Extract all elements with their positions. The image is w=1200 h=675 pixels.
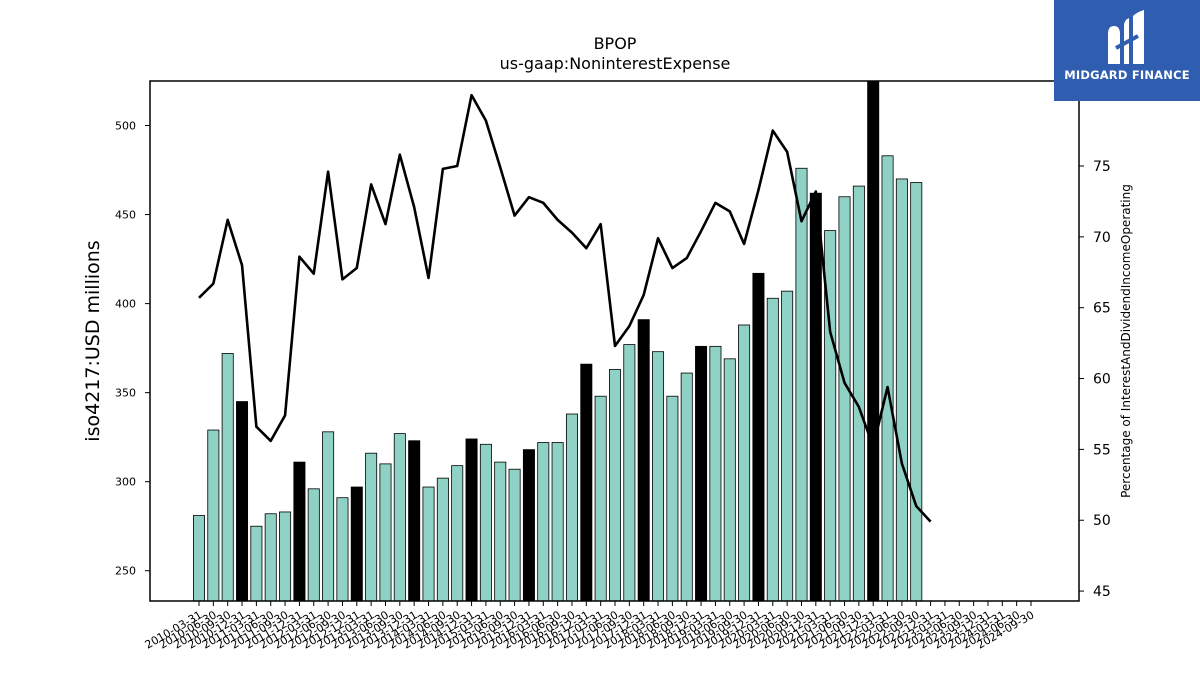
bar-2010-12-31 xyxy=(236,401,249,602)
bar-2012-09-30 xyxy=(336,497,349,602)
bar-2011-09-30 xyxy=(279,511,292,602)
bar-2011-06-30 xyxy=(264,513,277,602)
bar-2012-03-31 xyxy=(307,488,320,602)
bar-2020-09-30 xyxy=(795,167,808,602)
y2-axis-label: Percentage of InterestAndDividendIncomeO… xyxy=(1119,184,1133,498)
y2-tick-label-70: 70 xyxy=(1093,230,1111,246)
y-tick-label-400: 400 xyxy=(115,298,136,311)
y-axis-label: iso4217:USD millions xyxy=(82,240,104,441)
bar-2015-03-31 xyxy=(479,443,492,602)
bar-2017-09-30 xyxy=(623,344,636,602)
bar-2020-06-30 xyxy=(781,290,794,602)
bar-2014-12-31 xyxy=(465,438,478,602)
bar-2014-06-30 xyxy=(436,477,449,602)
bar-2018-12-31 xyxy=(695,345,708,602)
y-tick-label-500: 500 xyxy=(115,120,136,133)
bar-2012-06-30 xyxy=(322,431,335,602)
bar-2011-12-31 xyxy=(293,461,306,602)
y2-tick-label-55: 55 xyxy=(1093,442,1111,458)
chart-subtitle: us-gaap:NoninterestExpense xyxy=(500,54,731,73)
bar-2017-12-31 xyxy=(637,319,650,602)
bar-2021-12-31 xyxy=(867,80,880,602)
y2-tick-label-60: 60 xyxy=(1093,372,1111,388)
bar-2017-06-30 xyxy=(609,369,621,602)
bar-2021-06-30 xyxy=(838,196,851,602)
y-tick-label-450: 450 xyxy=(115,209,136,222)
bar-2014-09-30 xyxy=(451,465,464,602)
bar-2015-09-30 xyxy=(508,468,521,602)
bar-2019-06-30 xyxy=(723,358,736,602)
bar-2019-12-31 xyxy=(752,272,765,602)
brand-logo: MIDGARD FINANCE xyxy=(1054,0,1200,101)
bar-2015-12-31 xyxy=(522,449,535,602)
bar-2016-06-30 xyxy=(551,442,564,602)
bar-2010-09-30 xyxy=(221,353,234,602)
y2-tick-label-75: 75 xyxy=(1093,159,1111,175)
bar-2010-06-30 xyxy=(207,429,220,602)
bar-2013-03-31 xyxy=(365,452,378,602)
bar-2010-03-31 xyxy=(193,515,206,602)
bar-2021-09-30 xyxy=(852,185,865,602)
bar-2016-09-30 xyxy=(565,413,578,602)
y-tick-label-350: 350 xyxy=(115,387,136,400)
bar-2020-03-31 xyxy=(766,297,779,602)
bar-2013-12-31 xyxy=(408,440,421,602)
bar-2015-06-30 xyxy=(494,461,507,602)
bar-2022-06-30 xyxy=(895,178,908,602)
bar-2020-12-31 xyxy=(809,192,822,602)
chart-title: BPOP xyxy=(594,34,637,53)
bar-2022-03-31 xyxy=(881,155,894,602)
logo-text: MIDGARD FINANCE xyxy=(1064,68,1190,82)
bar-2016-12-31 xyxy=(580,363,593,602)
y2-tick-label-50: 50 xyxy=(1093,513,1111,529)
bar-2012-12-31 xyxy=(350,486,363,602)
y2-tick-label-45: 45 xyxy=(1093,584,1111,600)
bar-2022-09-30 xyxy=(910,182,923,602)
bar-2014-03-31 xyxy=(422,486,435,602)
y-tick-label-250: 250 xyxy=(115,565,136,578)
line-series-percentage xyxy=(198,93,932,523)
bar-2013-06-30 xyxy=(379,463,392,602)
bar-2018-09-30 xyxy=(680,372,693,602)
bar-2019-09-30 xyxy=(738,324,751,602)
y-tick-label-300: 300 xyxy=(115,476,136,489)
bar-2013-09-30 xyxy=(393,433,406,602)
bar-2016-03-31 xyxy=(537,442,550,602)
y2-tick-label-65: 65 xyxy=(1093,301,1111,317)
bar-2017-03-31 xyxy=(594,395,607,602)
bar-2019-03-31 xyxy=(709,345,722,602)
bar-2011-03-31 xyxy=(250,525,263,602)
bar-2018-03-31 xyxy=(652,351,665,602)
bar-2018-06-30 xyxy=(666,395,679,602)
logo-mark-icon xyxy=(1108,10,1144,64)
